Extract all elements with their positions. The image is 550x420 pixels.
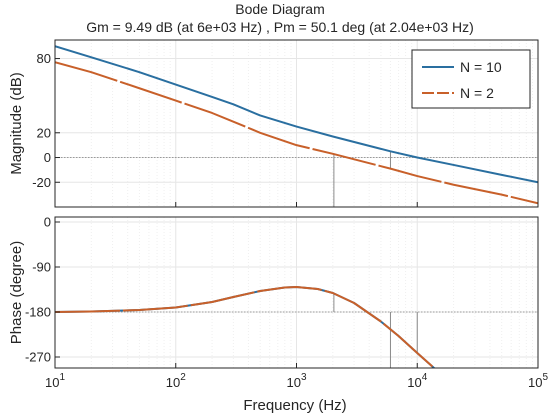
magnitude-series-n10: [55, 45, 538, 184]
y-tick-label: 0: [44, 215, 51, 230]
x-tick-label: 105: [528, 372, 548, 390]
legend-label: N = 2: [460, 85, 494, 101]
x-tick-label: 104: [407, 372, 427, 390]
x-axis-label: Frequency (Hz): [243, 397, 346, 414]
y-tick-label: 80: [37, 51, 51, 66]
y-tick-label: -270: [25, 350, 51, 365]
y-tick-label: 20: [37, 125, 51, 140]
phase-series-n2: [55, 286, 436, 368]
phase-grid: [54, 217, 539, 368]
x-tick-label: 101: [45, 372, 65, 390]
x-tick-label: 103: [286, 372, 306, 390]
y-tick-label: 0: [44, 150, 51, 165]
magnitude-series-n2: [55, 61, 538, 205]
x-tick-label: 102: [166, 372, 186, 390]
legend: N = 10 N = 2: [411, 49, 531, 109]
chart-title: Bode Diagram: [235, 1, 325, 17]
y-tick-label: -90: [32, 260, 51, 275]
phase-y-axis-label: Phase (degree): [8, 241, 25, 344]
legend-box: [411, 49, 531, 109]
chart-subtitle: Gm = 9.49 dB (at 6e+03 Hz) , Pm = 50.1 d…: [86, 19, 474, 35]
y-tick-label: -20: [32, 175, 51, 190]
y-tick-label: -180: [25, 305, 51, 320]
legend-label: N = 10: [460, 59, 502, 75]
magnitude-y-axis-label: Magnitude (dB): [8, 72, 25, 175]
